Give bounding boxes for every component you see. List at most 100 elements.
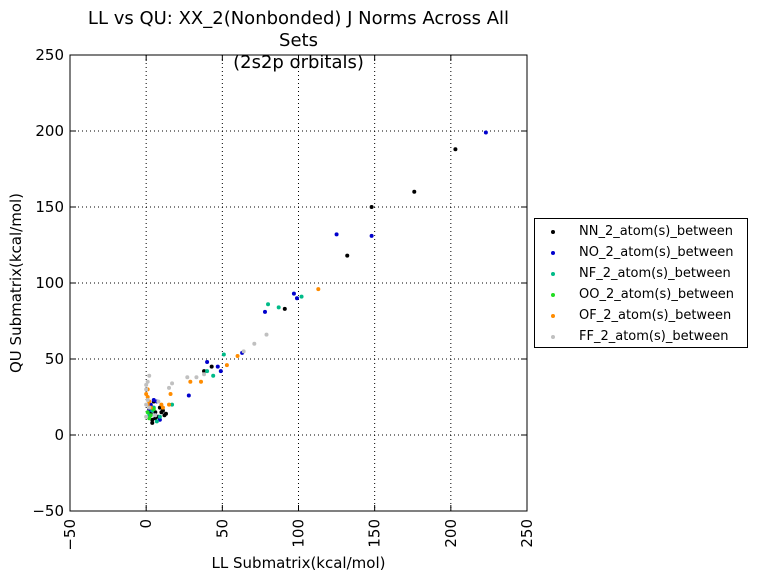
data-point-series-5 (144, 382, 149, 387)
data-point-series-5 (145, 398, 150, 403)
legend: NN_2_atom(s)_between NO_2_atom(s)_between… (534, 218, 748, 348)
legend-label: NN_2_atom(s)_between (579, 224, 734, 239)
data-point-series-1 (205, 360, 210, 365)
data-point-series-4 (144, 391, 149, 396)
data-point-series-0 (453, 147, 458, 152)
data-point-series-4 (168, 391, 173, 396)
y-tick-label: 150 (35, 198, 64, 216)
data-point-series-0 (412, 189, 417, 194)
data-point-series-4 (160, 405, 165, 410)
data-point-series-5 (264, 332, 269, 337)
data-point-series-0 (157, 405, 162, 410)
data-point-series-4 (316, 287, 321, 292)
data-point-series-5 (167, 385, 172, 390)
data-point-series-2 (221, 352, 226, 357)
data-point-series-5 (185, 375, 190, 380)
data-point-series-2 (266, 302, 271, 307)
chart-title: LL vs QU: XX_2(Nonbonded) J Norms Across… (70, 8, 527, 74)
legend-item: FF_2_atom(s)_between (535, 327, 747, 347)
data-point-series-3 (148, 413, 153, 418)
data-point-series-1 (369, 233, 374, 238)
data-point-series-1 (148, 402, 153, 407)
data-point-series-5 (147, 373, 152, 378)
data-point-series-2 (154, 419, 159, 424)
y-tick-label: 200 (35, 122, 64, 140)
data-point-series-5 (144, 387, 149, 392)
x-tick-label: 100 (290, 519, 308, 548)
data-point-series-0 (150, 420, 155, 425)
data-point-series-0 (345, 253, 350, 258)
data-point-series-0 (153, 416, 158, 421)
data-point-series-0 (153, 410, 158, 415)
legend-marker (551, 230, 555, 234)
data-point-series-5 (153, 413, 158, 418)
x-tick-label: 0 (137, 519, 155, 529)
x-axis-label: LL Submatrix(kcal/mol) (212, 554, 386, 572)
data-point-series-2 (299, 294, 304, 299)
data-point-series-1 (215, 364, 220, 369)
data-point-series-1 (151, 398, 156, 403)
legend-label: NF_2_atom(s)_between (579, 266, 731, 281)
legend-marker (551, 251, 555, 255)
data-point-series-1 (157, 417, 162, 422)
data-point-series-4 (224, 363, 229, 368)
legend-marker (551, 335, 555, 339)
data-point-series-4 (159, 402, 164, 407)
data-point-series-4 (145, 395, 150, 399)
legend-item: OO_2_atom(s)_between (535, 285, 747, 305)
data-point-series-1 (334, 232, 339, 237)
legend-marker (551, 314, 555, 318)
legend-item: NF_2_atom(s)_between (535, 264, 747, 284)
chart-title-line1: LL vs QU: XX_2(Nonbonded) J Norms Across… (87, 8, 510, 51)
data-point-series-3 (151, 407, 156, 412)
data-point-series-5 (144, 402, 149, 407)
y-tick-label: 100 (35, 274, 64, 292)
data-point-series-2 (211, 373, 216, 378)
x-tick-label: 200 (442, 519, 460, 548)
legend-item: NO_2_atom(s)_between (535, 243, 747, 263)
data-point-series-2 (157, 414, 162, 419)
data-point-series-5 (202, 372, 207, 377)
legend-item: NN_2_atom(s)_between (535, 222, 747, 242)
data-point-series-4 (188, 379, 193, 384)
data-point-series-5 (147, 405, 152, 410)
data-point-series-0 (202, 369, 207, 374)
data-point-series-1 (294, 296, 299, 301)
data-point-series-3 (145, 410, 150, 415)
data-point-series-0 (282, 306, 287, 311)
data-point-series-0 (209, 364, 214, 369)
data-point-series-5 (194, 375, 199, 380)
data-point-series-1 (186, 393, 191, 398)
data-point-series-0 (163, 411, 168, 416)
data-point-series-0 (160, 408, 165, 413)
legend-marker (551, 272, 555, 276)
data-point-series-1 (262, 309, 267, 314)
data-point-series-2 (276, 305, 281, 310)
chart-title-line2: (2s2p orbitals) (233, 52, 364, 73)
data-point-series-5 (170, 381, 175, 386)
data-point-series-4 (167, 402, 172, 407)
legend-label: FF_2_atom(s)_between (579, 329, 729, 344)
legend-item: OF_2_atom(s)_between (535, 306, 747, 326)
data-point-series-4 (199, 379, 204, 384)
data-point-series-2 (170, 402, 175, 407)
data-point-series-4 (235, 353, 240, 358)
data-point-series-5 (145, 379, 150, 384)
data-point-series-1 (483, 130, 488, 135)
y-axis-label: QU Submatrix(kcal/mol) (7, 193, 25, 373)
data-point-series-5 (156, 399, 161, 404)
legend-label: OO_2_atom(s)_between (579, 287, 735, 302)
y-tick-label: 250 (35, 46, 64, 64)
data-point-series-5 (241, 349, 246, 354)
data-point-series-0 (150, 417, 155, 422)
x-tick-label: 250 (518, 519, 536, 548)
data-point-series-5 (144, 414, 149, 419)
x-tick-label: 150 (366, 519, 384, 548)
x-tick-label: −50 (61, 519, 79, 551)
data-point-series-1 (291, 291, 296, 296)
data-point-series-2 (205, 369, 210, 374)
data-point-series-3 (147, 416, 152, 421)
y-tick-label: −50 (32, 502, 64, 520)
y-tick-label: 50 (45, 350, 64, 368)
